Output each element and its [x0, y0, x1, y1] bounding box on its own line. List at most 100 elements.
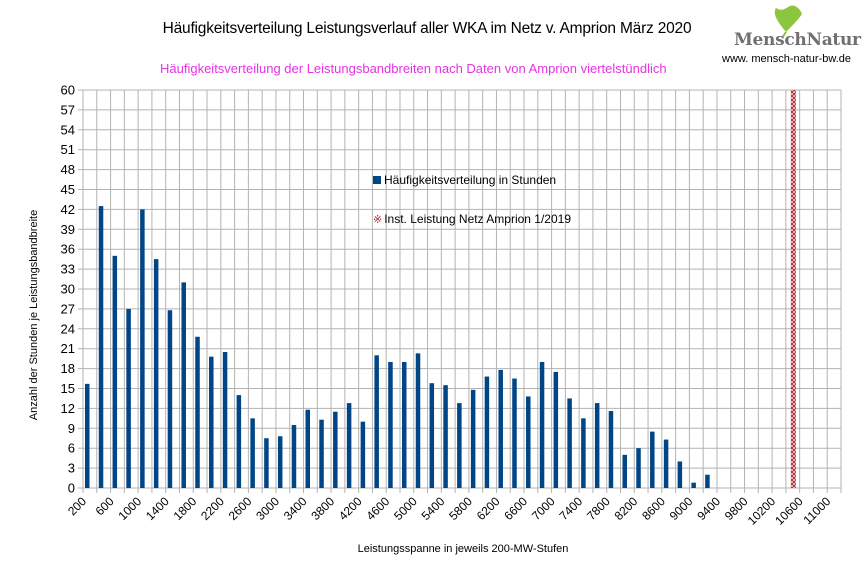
x-tick-label: 8200: [612, 494, 641, 523]
x-tick-label: 1800: [171, 494, 200, 523]
bar: [608, 411, 614, 488]
bar: [85, 383, 90, 488]
logo-text: MenschNatur: [734, 30, 861, 50]
bar: [526, 396, 531, 488]
bar: [374, 355, 379, 488]
bar: [346, 403, 352, 488]
x-tick-label: 3400: [281, 494, 310, 523]
bar: [691, 482, 696, 488]
y-tick-label: 24: [61, 321, 75, 336]
bar: [539, 361, 545, 488]
bar: [209, 356, 214, 488]
bar: [181, 282, 186, 488]
bar: [222, 352, 228, 488]
y-tick-label: 57: [61, 102, 75, 117]
y-tick-label: 36: [61, 242, 75, 257]
legend-crosshatch-icon: ※: [373, 214, 383, 226]
x-tick-label: 5400: [419, 494, 448, 523]
x-tick-label: 9400: [694, 494, 723, 523]
x-tick-label: 200: [65, 494, 89, 518]
legend-label-frequency: Häufigkeitsverteilung in Stunden: [384, 173, 557, 187]
y-tick-label: 42: [61, 202, 75, 217]
bar: [705, 474, 710, 488]
bar: [126, 308, 131, 488]
y-tick-label: 12: [61, 401, 75, 416]
x-tick-label: 7800: [584, 494, 613, 523]
y-tick-label: 51: [61, 142, 75, 157]
bar: [277, 436, 283, 488]
bar: [650, 431, 655, 488]
x-axis-label-text: Leistungsspanne in jeweils 200-MW-Stufen: [357, 543, 569, 555]
x-tick-label: 1000: [115, 494, 144, 523]
bar: [622, 454, 627, 488]
bar: [98, 206, 104, 489]
bar: [553, 371, 559, 488]
bar: [663, 439, 669, 488]
bar: [401, 361, 407, 488]
legend-item-installed: ※ Inst. Leistung Netz Amprion 1/2019: [373, 212, 571, 226]
y-tick-label: 9: [68, 421, 75, 436]
x-tick-label: 7000: [529, 494, 558, 523]
bar: [112, 255, 118, 488]
y-tick-label: 6: [68, 441, 75, 456]
y-tick-label: 30: [61, 282, 75, 297]
y-tick-label: 0: [68, 481, 75, 496]
bar: [140, 209, 145, 488]
y-tick-label: 33: [61, 262, 75, 277]
bar: [677, 461, 683, 488]
chart-title: Häufigkeitsverteilung Leistungsverlauf a…: [0, 20, 866, 38]
x-tick-label: 3800: [308, 494, 337, 523]
x-tick-label: 2600: [226, 494, 255, 523]
chart-title-text: Häufigkeitsverteilung Leistungsverlauf a…: [162, 20, 692, 37]
bar: [498, 369, 503, 488]
legend-item-frequency: Häufigkeitsverteilung in Stunden: [373, 173, 556, 187]
bar: [415, 353, 421, 488]
x-tick-label: 6600: [501, 494, 530, 523]
bar: [594, 403, 600, 488]
x-tick-label: 9000: [667, 494, 696, 523]
bar: [236, 395, 242, 488]
x-tick-label: 3000: [253, 494, 282, 523]
bar: [470, 389, 476, 488]
y-tick-label: 54: [61, 122, 75, 137]
bar: [319, 419, 324, 488]
bar: [636, 448, 641, 488]
bar: [512, 378, 517, 488]
bar: [264, 438, 269, 488]
bar: [484, 376, 490, 488]
bar: [167, 310, 173, 488]
legend-swatch-bar: [373, 176, 381, 184]
x-tick-label: 10200: [745, 494, 779, 528]
bar: [250, 418, 255, 488]
ginkgo-leaf-icon: [774, 5, 802, 39]
x-tick-label: 4600: [364, 494, 393, 523]
bar: [457, 403, 462, 488]
x-tick-label: 8600: [639, 494, 668, 523]
x-tick-label: 4200: [336, 494, 365, 523]
legend-label-installed: Inst. Leistung Netz Amprion 1/2019: [384, 212, 571, 226]
bar: [195, 336, 200, 488]
bar: [305, 409, 311, 488]
bar: [333, 411, 338, 488]
x-tick-label: 5800: [446, 494, 475, 523]
x-tick-label: 2200: [198, 494, 227, 523]
chart-subtitle: Häufigkeitsverteilung der Leistungsbandb…: [160, 61, 667, 76]
bar: [567, 398, 572, 488]
y-tick-label: 60: [61, 83, 75, 98]
x-tick-label: 1400: [143, 494, 172, 523]
x-tick-label: 5000: [391, 494, 420, 523]
x-axis-label: Leistungsspanne in jeweils 200-MW-Stufen: [0, 543, 866, 555]
x-tick-label: 11000: [800, 494, 833, 527]
y-tick-label: 45: [61, 182, 75, 197]
y-tick-label: 27: [61, 301, 75, 316]
bar: [429, 383, 435, 488]
bar: [581, 418, 586, 488]
x-tick-label: 600: [93, 494, 117, 518]
bar: [291, 424, 297, 488]
bar: [153, 259, 159, 488]
y-tick-label: 15: [61, 381, 75, 396]
x-tick-label: 6200: [474, 494, 503, 523]
y-tick-label: 21: [61, 341, 75, 356]
installed-capacity-line: [790, 90, 796, 488]
